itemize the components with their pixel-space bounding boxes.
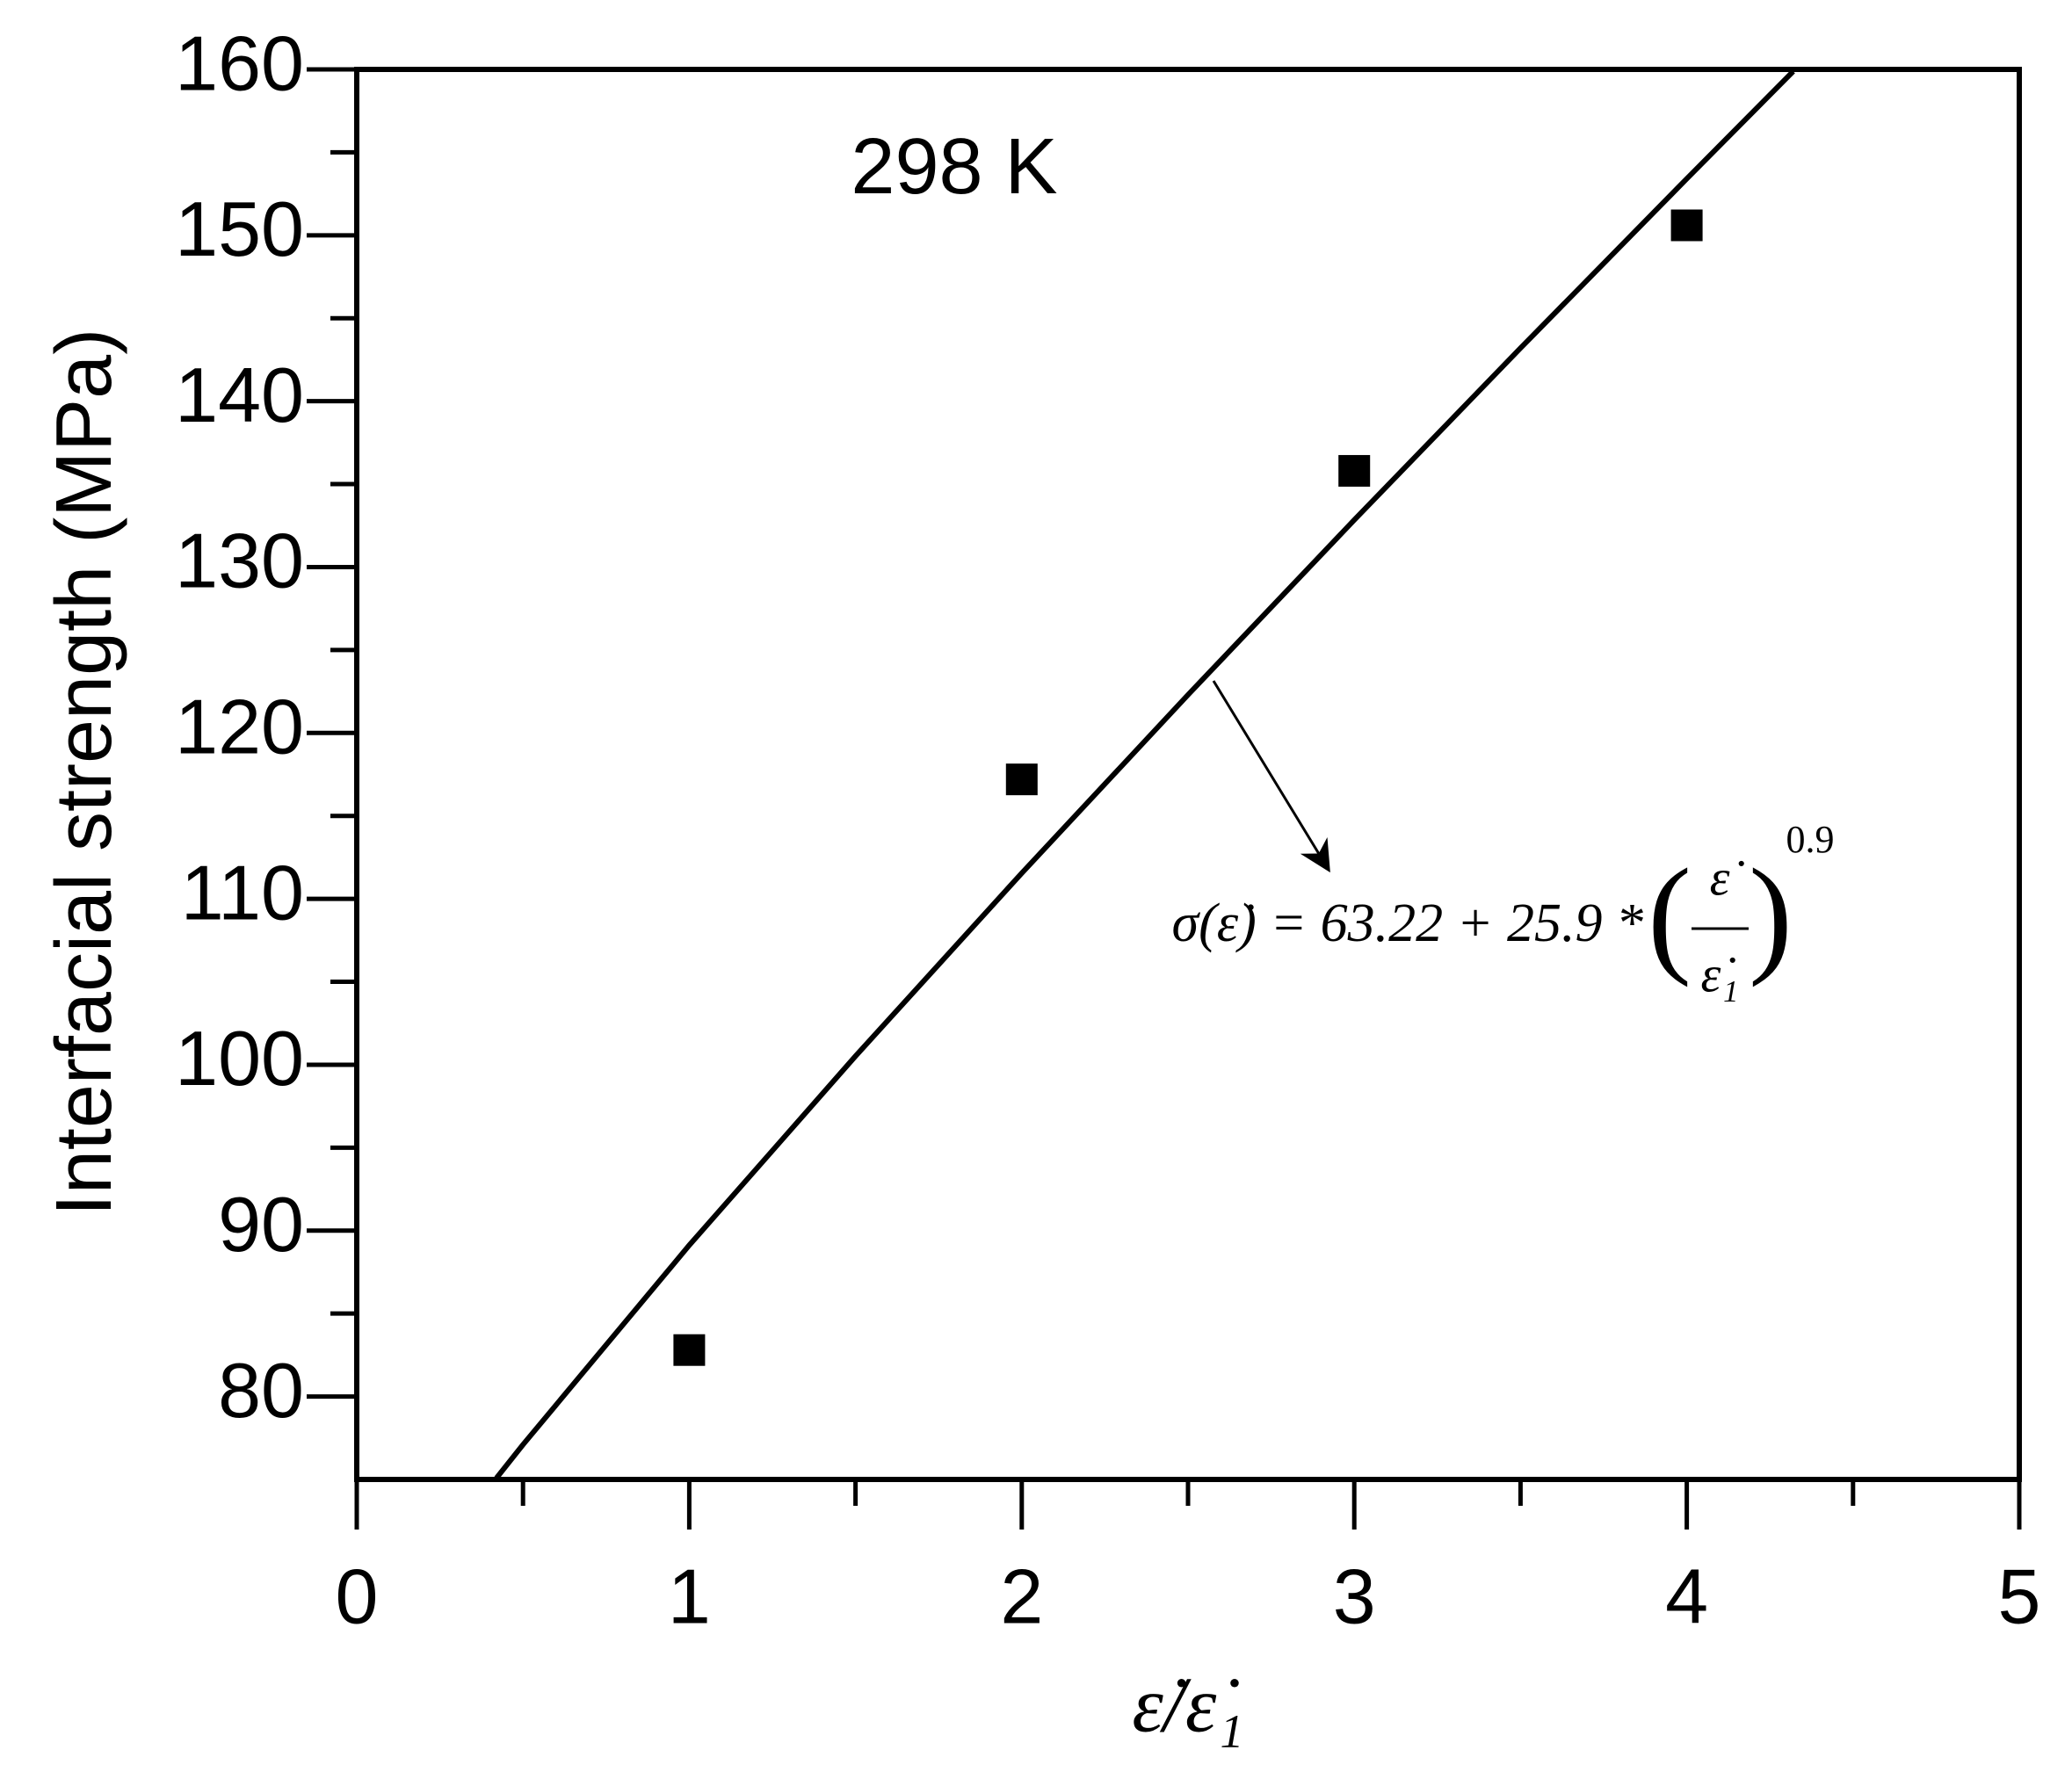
y-tick-label: 160 [175, 19, 304, 106]
data-point [1338, 454, 1371, 487]
plot-frame [354, 67, 2022, 1482]
paren: ) [1749, 842, 1793, 987]
data-point [1670, 209, 1703, 242]
condition-label: 298 K [851, 123, 1057, 211]
equation-numerator: ε̇ [1710, 849, 1745, 906]
x-axis-label: ε̇/ε̇₁ [1132, 1662, 1243, 1749]
y-tick-label: 110 [181, 849, 304, 936]
data-point [1005, 763, 1038, 796]
x-tick-label: 0 [336, 1552, 379, 1639]
equation: σ(ε̇) = 63.22 + 25.9 * ( ε̇ ε̇₁ ) 0.9 [1172, 818, 1835, 1002]
y-tick-label: 150 [175, 185, 304, 272]
paren: ( [1648, 842, 1692, 987]
x-tick-label: 1 [668, 1552, 711, 1639]
y-tick-label: 130 [175, 517, 304, 604]
y-tick-label: 100 [175, 1015, 304, 1102]
x-tick-label: 4 [1665, 1552, 1708, 1639]
y-tick-label: 120 [175, 683, 304, 770]
fit-line [494, 69, 1795, 1480]
x-tick-label: 5 [1998, 1552, 2041, 1639]
x-tick-label: 3 [1333, 1552, 1376, 1639]
y-tick-label: 80 [218, 1347, 304, 1434]
annotation-arrow [1212, 680, 1330, 873]
equation-exponent: 0.9 [1786, 818, 1835, 861]
x-tick-label: 2 [1000, 1552, 1043, 1639]
data-point [673, 1334, 706, 1366]
y-axis-label: Interfacial strength (MPa) [40, 329, 128, 1216]
y-tick-label: 140 [175, 351, 304, 438]
equation-denominator: ε̇₁ [1700, 945, 1738, 1002]
y-tick-label: 90 [218, 1181, 304, 1268]
equation-lhs: σ(ε̇) = 63.22 + 25.9 * [1172, 893, 1643, 953]
